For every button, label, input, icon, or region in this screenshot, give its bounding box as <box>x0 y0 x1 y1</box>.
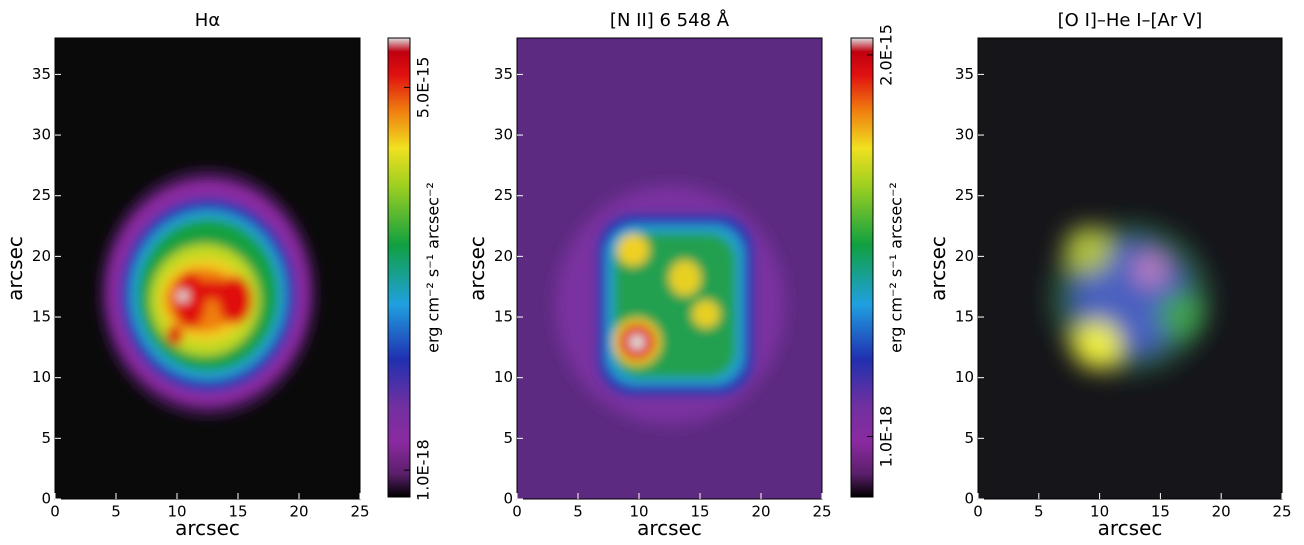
x-tick-label: 5 <box>573 503 583 521</box>
x-tick-label: 25 <box>350 503 369 521</box>
colorbar-tick-label: 1.0E-18 <box>414 439 433 501</box>
panel-title: [O I]–He I–[Ar V] <box>1058 10 1203 31</box>
y-tick-label: 20 <box>32 247 51 265</box>
x-tick-label: 5 <box>1034 503 1044 521</box>
colorbar-tick-label: 5.0E-15 <box>414 57 433 119</box>
y-tick-label: 30 <box>494 126 513 144</box>
colorbar-tick-label: 2.0E-15 <box>877 24 896 86</box>
y-tick-label: 35 <box>494 65 513 83</box>
colorbar <box>851 38 873 497</box>
x-tick-label: 25 <box>1272 503 1291 521</box>
y-tick-label: 5 <box>503 429 513 447</box>
x-tick-label: 0 <box>50 503 60 521</box>
y-tick-label: 5 <box>41 429 51 447</box>
y-tick-label: 10 <box>955 368 974 386</box>
x-axis-label: arcsec <box>175 516 240 540</box>
y-tick-label: 0 <box>964 490 974 508</box>
rgb-map <box>978 38 1282 499</box>
axes-frame <box>516 37 823 500</box>
x-tick-label: 20 <box>289 503 308 521</box>
y-tick-label: 15 <box>955 308 974 326</box>
y-tick-label: 25 <box>955 186 974 204</box>
y-tick-label: 25 <box>32 186 51 204</box>
y-tick-label: 35 <box>955 65 974 83</box>
nii-map <box>517 38 822 499</box>
halpha-map <box>55 38 360 499</box>
panel-title: [N II] 6 548 Å <box>610 9 730 31</box>
y-axis-label: arcsec <box>3 236 27 301</box>
colorbar-label: erg cm⁻² s⁻¹ arcsec⁻² <box>424 182 443 353</box>
y-tick-label: 20 <box>955 247 974 265</box>
y-tick-label: 10 <box>32 368 51 386</box>
axes-frame <box>977 37 1283 500</box>
x-tick-label: 15 <box>228 503 247 521</box>
colorbar-frame <box>387 37 411 498</box>
x-tick-label: 20 <box>751 503 770 521</box>
x-tick-label: 10 <box>629 503 648 521</box>
y-axis-label: arcsec <box>465 236 489 301</box>
colorbar-tick-label: 1.0E-18 <box>877 406 896 468</box>
y-tick-label: 10 <box>494 368 513 386</box>
x-tick-label: 20 <box>1212 503 1231 521</box>
y-tick-label: 5 <box>964 429 974 447</box>
y-tick-label: 0 <box>503 490 513 508</box>
y-tick-label: 15 <box>32 308 51 326</box>
x-tick-label: 15 <box>690 503 709 521</box>
y-tick-label: 35 <box>32 65 51 83</box>
y-tick-label: 15 <box>494 308 513 326</box>
x-tick-label: 10 <box>167 503 186 521</box>
x-tick-label: 0 <box>973 503 983 521</box>
x-tick-label: 25 <box>812 503 831 521</box>
y-axis-label: arcsec <box>926 236 950 301</box>
y-tick-label: 20 <box>494 247 513 265</box>
x-tick-label: 5 <box>111 503 121 521</box>
x-tick-label: 10 <box>1090 503 1109 521</box>
colorbar-frame <box>850 37 874 498</box>
x-tick-label: 0 <box>512 503 522 521</box>
x-axis-label: arcsec <box>1098 516 1163 540</box>
colorbar <box>388 38 410 497</box>
x-axis-label: arcsec <box>637 516 702 540</box>
colorbar-label: erg cm⁻² s⁻¹ arcsec⁻² <box>887 182 906 353</box>
y-tick-label: 0 <box>41 490 51 508</box>
y-tick-label: 30 <box>955 126 974 144</box>
axes-frame <box>54 37 361 500</box>
panel-title: Hα <box>195 10 220 31</box>
y-tick-label: 25 <box>494 186 513 204</box>
x-tick-label: 15 <box>1151 503 1170 521</box>
y-tick-label: 30 <box>32 126 51 144</box>
